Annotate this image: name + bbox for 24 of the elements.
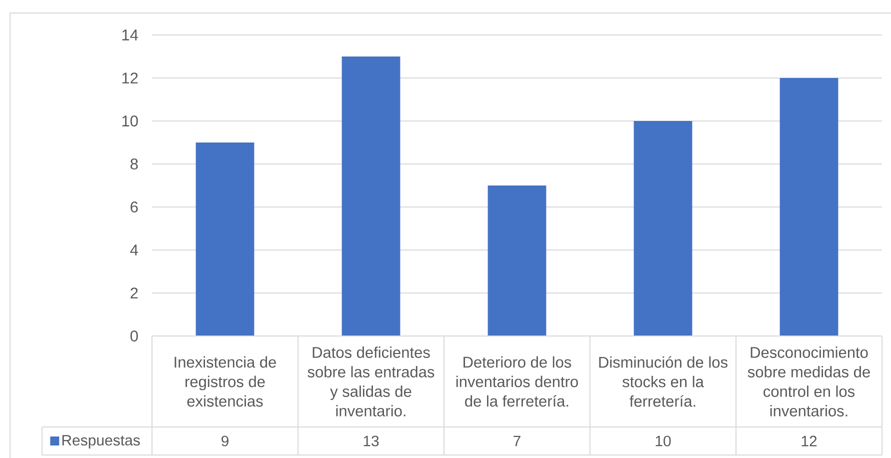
y-tick-label: 8 (130, 158, 138, 170)
y-tick-label: 2 (130, 288, 138, 298)
bar (488, 186, 546, 336)
bar (196, 142, 254, 336)
data-label: 10 (656, 436, 671, 446)
legend-label: Respuestas (62, 435, 140, 449)
y-tick-label: 10 (122, 116, 138, 126)
data-label: 7 (514, 436, 520, 446)
y-tick-label: 12 (122, 72, 138, 84)
y-tick-label: 0 (130, 330, 138, 342)
y-tick-label: 14 (122, 30, 138, 40)
bar (634, 121, 692, 336)
bar (342, 56, 400, 336)
x-tick-label: Disminución de los stocks en la ferretería. (599, 356, 728, 407)
y-tick-label: 6 (130, 202, 138, 212)
data-label: 12 (802, 436, 817, 446)
bar (780, 78, 838, 336)
x-tick-label: Datos deficientes sobre las entradas y salidas de inventario. (308, 346, 434, 416)
x-tick-label: Desconocimiento sobre medidas de control en los inventarios. (748, 346, 870, 416)
y-tick-label: 4 (130, 244, 138, 256)
data-label: 9 (222, 436, 228, 446)
data-label: 13 (364, 436, 379, 446)
x-tick-label: Deterioro de los inventarios dentro de la ferretería. (456, 356, 578, 407)
x-tick-label: Inexistencia de registros de existencias (174, 356, 276, 407)
